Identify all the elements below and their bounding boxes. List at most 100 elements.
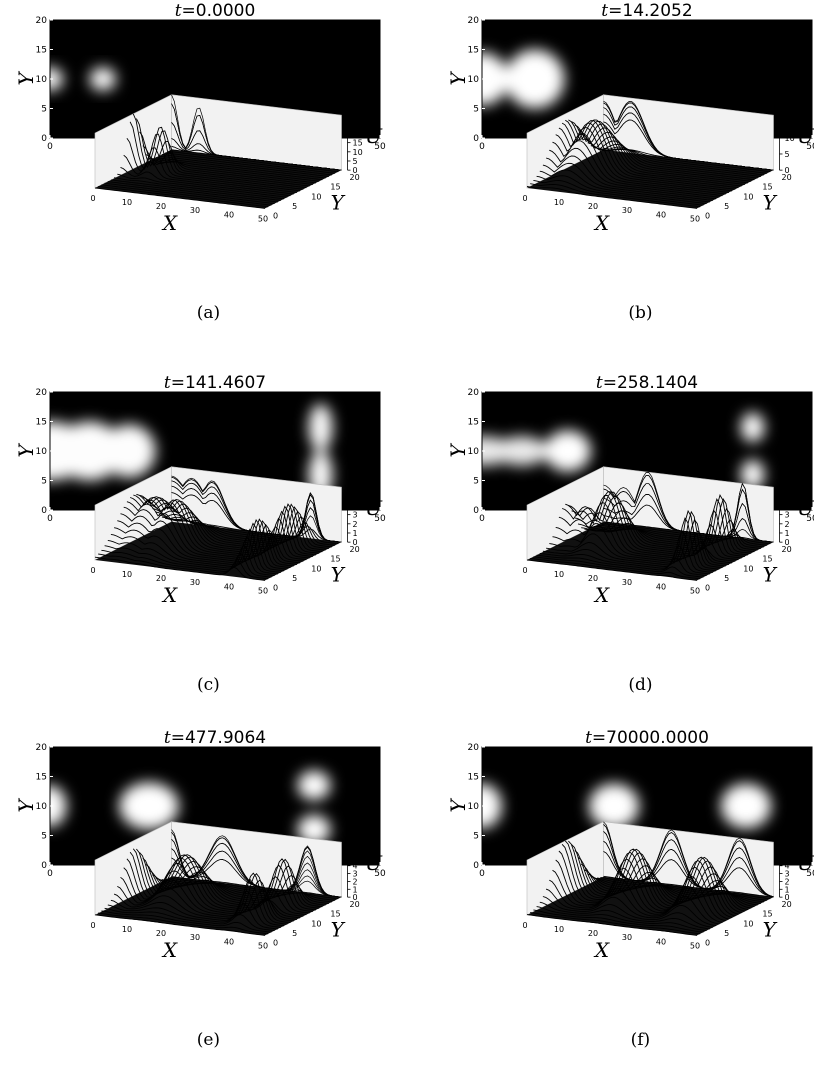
heatmap-field [50, 67, 117, 91]
heatmap-spot [50, 785, 67, 827]
surface-x-tick-label: 50 [690, 214, 700, 223]
surface-line [587, 140, 758, 179]
x-tick-label: 0 [479, 514, 485, 524]
heatmap-field [50, 770, 331, 845]
surface-z-tick-label: 6 [785, 846, 790, 855]
surface-line [139, 852, 310, 914]
surface-line [542, 162, 713, 201]
surface-line [555, 133, 726, 195]
heatmap-spot [740, 412, 765, 443]
surface-line [165, 152, 336, 174]
y-tick-label: 0 [41, 861, 47, 871]
surface-line [98, 553, 269, 580]
surface-line [145, 500, 317, 556]
heatmap-spot [482, 783, 502, 829]
y-tick-label: 20 [36, 743, 48, 753]
panel-title: t=258.1404 [596, 373, 698, 393]
surface-z-tick-label: 5 [785, 854, 790, 863]
surface-z-tick-label: 6 [785, 483, 790, 492]
surface-x-tick-label: 0 [90, 566, 95, 575]
y-tick-label: 20 [468, 388, 480, 398]
surface-z-tick-label: 5 [353, 492, 358, 501]
surface-x-tick-label: 10 [554, 925, 564, 934]
y-tick-label: 0 [473, 134, 479, 144]
surface-x-tick-label: 0 [522, 566, 527, 575]
y-tick-label: 15 [36, 46, 47, 56]
surface-y-tick-label: 20 [782, 545, 792, 554]
surface-x-tick-label: 10 [122, 198, 132, 207]
surface-y-label: Y [331, 917, 346, 941]
surface-x-tick-label: 30 [622, 578, 632, 587]
surface-line [94, 914, 266, 936]
surface-z-tick-label: 0 [353, 893, 358, 902]
heatmap-spot [297, 814, 331, 845]
surface-z-tick-label: 0 [785, 893, 790, 902]
surface-z-label: U [797, 496, 814, 520]
surface-line [136, 848, 307, 916]
heatmap-spot [56, 421, 123, 481]
surface-line [539, 544, 710, 575]
surface-line [526, 559, 698, 581]
heatmap-spot [50, 67, 64, 91]
surface-x-tick-label: 20 [588, 202, 598, 211]
y-tick-label: 0 [41, 506, 47, 516]
y-axis-label: Y [14, 798, 38, 813]
surface-z-tick-label: 3 [785, 511, 790, 520]
surface-line [555, 859, 726, 922]
surface-y-tick-label: 15 [762, 910, 772, 919]
surface-line [571, 844, 742, 914]
panel-caption: (a) [197, 303, 220, 323]
surface-x-label: X [161, 938, 178, 962]
panel-a: t=0.00000102030405005101520XY01020304050… [14, 1, 386, 323]
surface-line [113, 878, 285, 927]
surface-line [577, 127, 749, 184]
panel-caption: (f) [631, 1030, 651, 1050]
surface-line [104, 544, 275, 577]
panel-f: t=70000.00000102030405005101520XY0102030… [446, 728, 814, 1050]
y-tick-label: 15 [36, 418, 47, 428]
surface-x-tick-label: 0 [90, 921, 95, 930]
surface-x-label: X [161, 583, 178, 607]
surface-line [539, 901, 710, 930]
projection-line [603, 851, 774, 898]
projection-line [171, 492, 342, 543]
surface-y-tick-label: 0 [273, 211, 278, 220]
surface-x-label: X [593, 211, 610, 235]
heatmap-field [482, 783, 772, 829]
surface-line [168, 150, 339, 173]
surface-line [114, 177, 285, 200]
surface-x-tick-label: 50 [258, 941, 268, 950]
surface-line [104, 907, 275, 932]
heatmap-spot [482, 52, 509, 106]
surface-z-tick-label: 1 [353, 529, 358, 538]
surface-line [558, 850, 730, 920]
surface-line [129, 497, 301, 564]
surface-line [145, 154, 317, 184]
y-tick-label: 15 [468, 46, 479, 56]
y-tick-label: 20 [468, 743, 480, 753]
surface-line [552, 869, 723, 923]
surface-z-tick-label: 2 [353, 877, 358, 886]
surface-line [568, 119, 739, 189]
surface-line [107, 181, 278, 203]
surface-z-tick-label: 4 [785, 862, 790, 871]
surface-line [533, 556, 704, 578]
surface-x-tick-label: 50 [690, 941, 700, 950]
surface-z-tick-label: 1 [785, 885, 790, 894]
surface-z-tick-label: 4 [353, 862, 358, 871]
surface-line [549, 509, 720, 570]
surface-y-tick-label: 15 [762, 555, 772, 564]
surface-line [142, 857, 313, 912]
surface-line [158, 155, 329, 177]
surface-x-tick-label: 20 [156, 202, 166, 211]
heatmap-spot [720, 783, 772, 829]
surface-line [530, 183, 701, 208]
surface-line [136, 493, 307, 561]
surface-x-tick-label: 50 [690, 586, 700, 595]
surface-y-tick-label: 5 [724, 929, 729, 938]
surface-line [148, 858, 320, 909]
surface-x-tick-label: 20 [156, 929, 166, 938]
surface-line [149, 503, 320, 554]
surface-line [161, 154, 332, 176]
surface-x-tick-label: 40 [224, 210, 234, 219]
